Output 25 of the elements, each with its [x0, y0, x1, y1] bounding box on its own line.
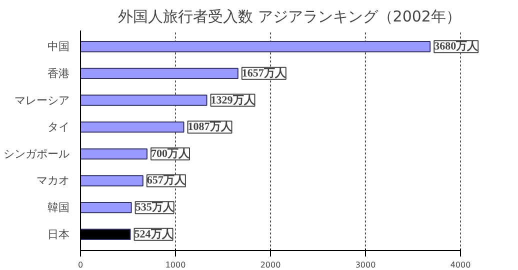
x-tick-label: 3000	[355, 260, 376, 270]
data-label: 700万人	[151, 148, 190, 160]
y-tick-label: シンガポール	[4, 147, 70, 160]
x-tick-label: 1000	[165, 260, 186, 270]
x-tick-label: 2000	[260, 260, 281, 270]
x-tick-label: 4000	[450, 260, 471, 270]
y-tick-label: 韓国	[48, 201, 70, 214]
y-tick-label: 日本	[48, 228, 70, 241]
bar	[80, 148, 148, 160]
bar	[80, 41, 431, 52]
bar	[80, 121, 184, 133]
data-label: 1657万人	[242, 67, 287, 80]
y-tick-label: 香港	[48, 66, 70, 80]
x-tick-label: 0	[78, 260, 84, 270]
bar	[80, 175, 144, 186]
data-label: 1329万人	[210, 94, 256, 106]
bar	[80, 94, 208, 106]
data-label: 1087万人	[188, 121, 233, 134]
y-tick-label: マカオ	[36, 174, 70, 188]
chart-title: 外国人旅行者受入数 アジアランキング（2002年）	[118, 8, 461, 26]
y-tick-label: マレーシア	[14, 94, 70, 107]
y-tick-label: タイ	[48, 120, 70, 134]
bar	[80, 68, 238, 80]
bar	[80, 202, 132, 214]
y-tick-label: 中国	[48, 40, 70, 54]
